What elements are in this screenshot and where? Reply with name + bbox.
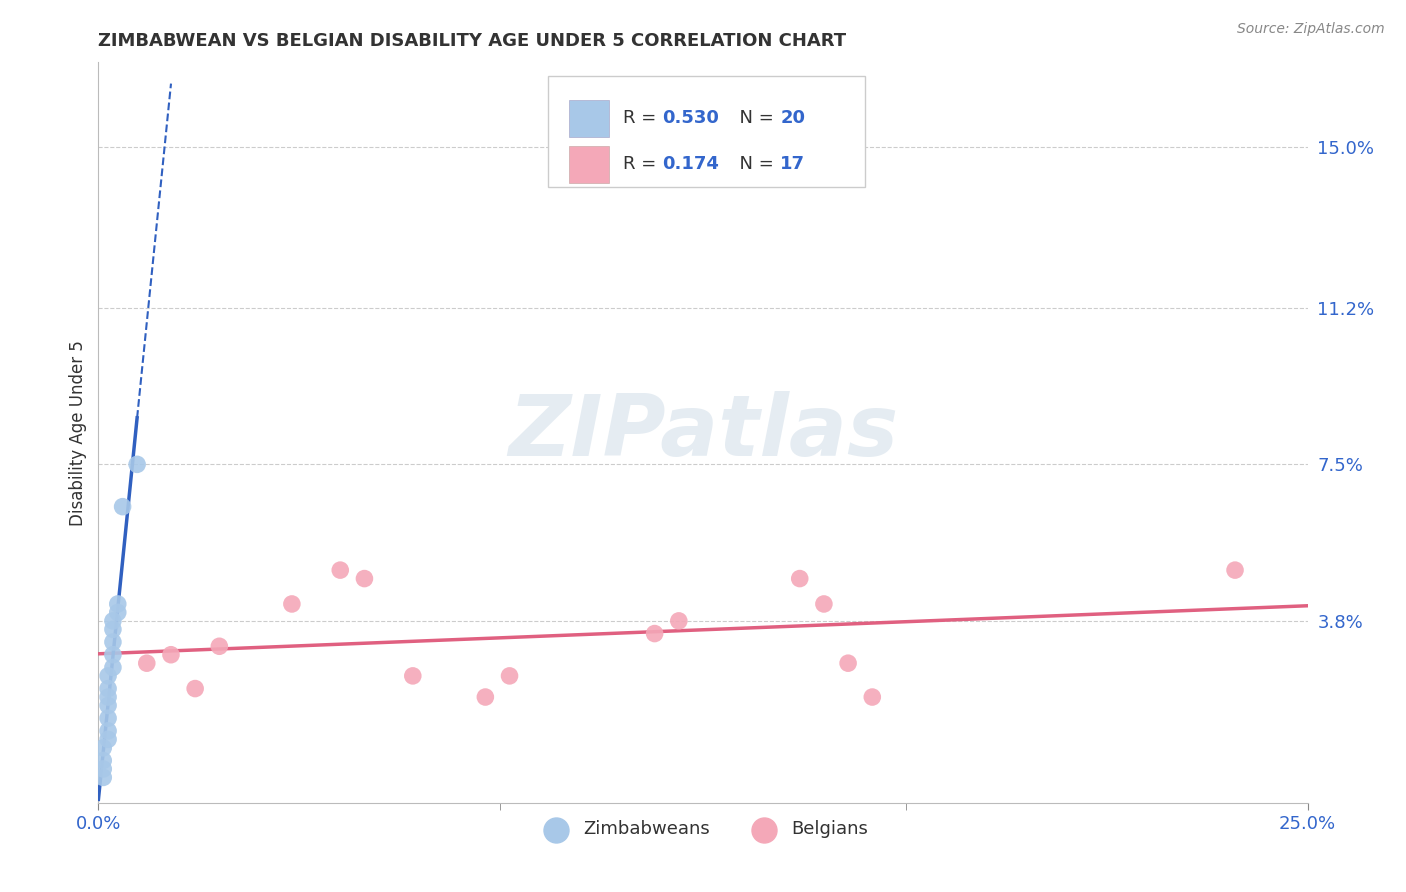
Point <box>101 623 124 637</box>
Point <box>668 614 690 628</box>
Point <box>498 669 520 683</box>
Point <box>97 669 120 683</box>
Point <box>329 563 352 577</box>
Point <box>101 635 124 649</box>
Point <box>107 597 129 611</box>
Point <box>91 740 114 755</box>
Point <box>281 597 304 611</box>
Text: ZIPatlas: ZIPatlas <box>508 391 898 475</box>
Point <box>91 754 114 768</box>
Text: N =: N = <box>728 109 780 128</box>
Point <box>789 572 811 586</box>
Point <box>135 656 157 670</box>
Text: 20: 20 <box>780 109 806 128</box>
Text: R =: R = <box>623 109 662 128</box>
Point <box>860 690 883 704</box>
Point <box>107 606 129 620</box>
Point <box>91 771 114 785</box>
Point <box>97 681 120 696</box>
Point <box>97 698 120 713</box>
Point <box>184 681 207 696</box>
Point <box>101 648 124 662</box>
Legend: Zimbabweans, Belgians: Zimbabweans, Belgians <box>531 814 875 846</box>
Text: R =: R = <box>623 155 662 173</box>
Point <box>474 690 496 704</box>
Text: 0.530: 0.530 <box>662 109 718 128</box>
Text: Source: ZipAtlas.com: Source: ZipAtlas.com <box>1237 22 1385 37</box>
Point <box>111 500 134 514</box>
Text: N =: N = <box>728 155 780 173</box>
Point <box>101 660 124 674</box>
Text: ZIMBABWEAN VS BELGIAN DISABILITY AGE UNDER 5 CORRELATION CHART: ZIMBABWEAN VS BELGIAN DISABILITY AGE UND… <box>98 32 846 50</box>
Point <box>97 711 120 725</box>
Point <box>91 762 114 776</box>
Point <box>208 640 231 654</box>
Point <box>353 572 375 586</box>
Y-axis label: Disability Age Under 5: Disability Age Under 5 <box>69 340 87 525</box>
Point <box>837 656 859 670</box>
Point <box>101 614 124 628</box>
Point <box>1223 563 1246 577</box>
Point <box>402 669 425 683</box>
Point <box>127 458 149 472</box>
Text: 0.174: 0.174 <box>662 155 718 173</box>
Point <box>160 648 183 662</box>
Point <box>97 723 120 738</box>
Point <box>97 690 120 704</box>
Point <box>813 597 835 611</box>
Point <box>644 626 666 640</box>
Text: 17: 17 <box>780 155 806 173</box>
Point <box>97 732 120 747</box>
